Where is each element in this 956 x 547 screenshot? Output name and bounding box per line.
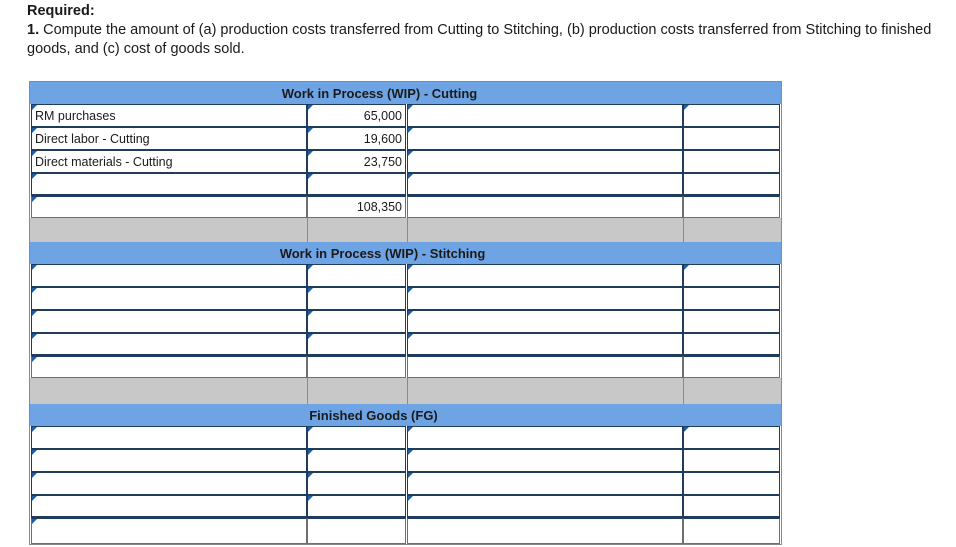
stitching-credit-label-4[interactable] [407,333,683,356]
cutting-debit-total: 108,350 [307,196,406,218]
finished-total-label[interactable] [31,518,307,544]
separator-divider [407,218,683,242]
finished-credit-label-2[interactable] [407,449,683,472]
separator-divider [307,378,406,404]
finished-row-1 [30,426,781,449]
cutting-credit-amount-3[interactable] [683,150,780,173]
finished-debit-label-4[interactable] [31,495,307,518]
stitching-debit-total [307,356,406,378]
question-body: Compute the amount of (a) production cos… [27,22,932,57]
cutting-debit-amount-1[interactable]: 65,000 [307,104,406,127]
stitching-total-row [30,356,781,378]
question-number: 1. [27,22,40,38]
cutting-credit-label-2[interactable] [407,127,683,150]
cutting-row-3: Direct materials - Cutting 23,750 [30,150,781,173]
instructions: Required: 1. Compute the amount of (a) p… [27,2,947,59]
stitching-credit-total-label [407,356,683,378]
stitching-debit-label-2[interactable] [31,287,307,310]
cutting-row-2: Direct labor - Cutting 19,600 [30,127,781,150]
finished-credit-total-label [407,518,683,544]
cutting-credit-total [683,196,780,218]
cutting-debit-amount-4[interactable] [307,173,406,196]
stitching-account-title-bar: Work in Process (WIP) - Stitching [30,242,781,264]
finished-credit-label-4[interactable] [407,495,683,518]
stitching-credit-amount-2[interactable] [683,287,780,310]
cutting-credit-amount-4[interactable] [683,173,780,196]
cutting-account-title-bar: Work in Process (WIP) - Cutting [30,82,781,104]
finished-row-2 [30,449,781,472]
finished-credit-amount-2[interactable] [683,449,780,472]
stitching-row-1 [30,264,781,287]
finished-credit-amount-4[interactable] [683,495,780,518]
required-label: Required: [27,3,95,19]
cutting-credit-label-4[interactable] [407,173,683,196]
finished-credit-total [683,518,780,544]
finished-debit-label-1[interactable] [31,426,307,449]
separator-divider [407,378,683,404]
finished-debit-amount-2[interactable] [307,449,406,472]
cutting-credit-label-1[interactable] [407,104,683,127]
stitching-total-label[interactable] [31,356,307,378]
finished-debit-amount-3[interactable] [307,472,406,495]
finished-credit-label-3[interactable] [407,472,683,495]
finished-goods-title: Finished Goods (FG) [309,407,438,423]
finished-total-row [30,518,781,544]
stitching-debit-amount-4[interactable] [307,333,406,356]
finished-debit-total [307,518,406,544]
stitching-debit-amount-2[interactable] [307,287,406,310]
stitching-credit-label-3[interactable] [407,310,683,333]
stitching-debit-label-4[interactable] [31,333,307,356]
finished-row-4 [30,495,781,518]
finished-debit-amount-4[interactable] [307,495,406,518]
cutting-total-label[interactable] [31,196,307,218]
cutting-debit-label-3[interactable]: Direct materials - Cutting [31,150,307,173]
finished-debit-amount-1[interactable] [307,426,406,449]
stitching-row-4 [30,333,781,356]
cutting-credit-amount-2[interactable] [683,127,780,150]
stitching-account-title: Work in Process (WIP) - Stitching [279,245,486,261]
finished-credit-label-1[interactable] [407,426,683,449]
question-text: 1. Compute the amount of (a) production … [27,21,947,59]
finished-row-3 [30,472,781,495]
stitching-row-3 [30,310,781,333]
cutting-credit-amount-1[interactable] [683,104,780,127]
cutting-total-row: 108,350 [30,196,781,218]
cutting-row-4 [30,173,781,196]
account-separator-1 [30,218,781,242]
finished-credit-amount-1[interactable] [683,426,780,449]
cutting-debit-label-4[interactable] [31,173,307,196]
finished-credit-amount-3[interactable] [683,472,780,495]
separator-divider [683,378,780,404]
cutting-debit-amount-2[interactable]: 19,600 [307,127,406,150]
stitching-credit-amount-4[interactable] [683,333,780,356]
separator-divider [307,218,406,242]
stitching-debit-amount-1[interactable] [307,264,406,287]
stitching-row-2 [30,287,781,310]
t-account-worksheet: Work in Process (WIP) - Cutting RM purch… [29,81,782,545]
finished-debit-label-2[interactable] [31,449,307,472]
cutting-debit-amount-3[interactable]: 23,750 [307,150,406,173]
cutting-credit-total-label [407,196,683,218]
stitching-credit-amount-1[interactable] [683,264,780,287]
cutting-credit-label-3[interactable] [407,150,683,173]
finished-goods-title-bar: Finished Goods (FG) [30,404,781,426]
stitching-debit-label-3[interactable] [31,310,307,333]
finished-debit-label-3[interactable] [31,472,307,495]
stitching-debit-amount-3[interactable] [307,310,406,333]
account-separator-2 [30,378,781,404]
separator-divider [683,218,780,242]
cutting-row-1: RM purchases 65,000 [30,104,781,127]
cutting-debit-label-2[interactable]: Direct labor - Cutting [31,127,307,150]
cutting-debit-label-1[interactable]: RM purchases [31,104,307,127]
stitching-credit-total [683,356,780,378]
cutting-account-title: Work in Process (WIP) - Cutting [281,85,478,101]
stitching-credit-amount-3[interactable] [683,310,780,333]
stitching-debit-label-1[interactable] [31,264,307,287]
stitching-credit-label-2[interactable] [407,287,683,310]
stitching-credit-label-1[interactable] [407,264,683,287]
